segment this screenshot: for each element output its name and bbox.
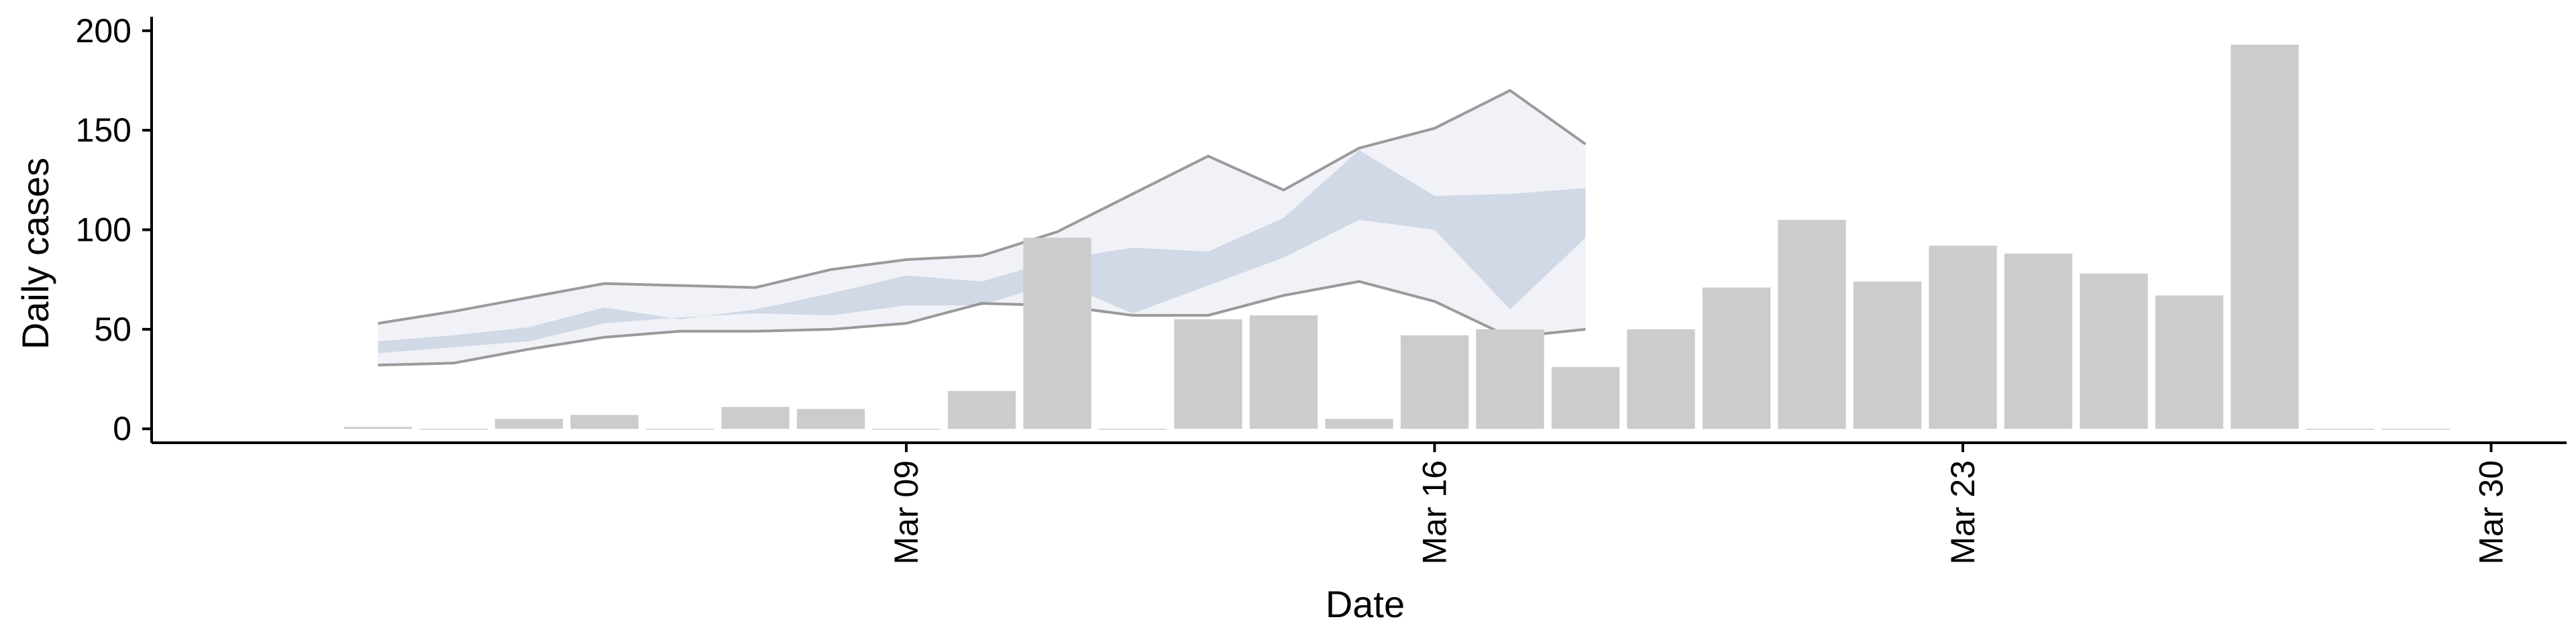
x-tick-label: Mar 23 (1944, 460, 1982, 565)
bar (721, 407, 790, 429)
bar (796, 409, 865, 429)
y-tick-label: 200 (76, 12, 131, 50)
bar (1400, 335, 1469, 429)
bar (1853, 281, 1922, 429)
x-tick-label: Mar 09 (888, 460, 925, 565)
bar (1174, 319, 1242, 429)
y-tick-label: 50 (94, 311, 131, 348)
y-tick-label: 100 (76, 211, 131, 249)
bar (872, 429, 941, 430)
bar (1778, 219, 1846, 429)
bar (1627, 329, 1695, 429)
x-tick-label: Mar 16 (1416, 460, 1454, 565)
bar (2231, 44, 2299, 429)
axes: 0 50 100 150 200 Mar 09 Mar 16 Mar 23 Mar 30 (76, 12, 2567, 565)
inner-uncertainty-band (378, 150, 1586, 354)
x-axis-title: Date (1326, 583, 1405, 625)
bar (1098, 429, 1167, 430)
bar (645, 429, 714, 430)
bar (2080, 273, 2148, 429)
bar-layer (343, 44, 2450, 430)
bar (2381, 429, 2450, 430)
forecast-band-layer (378, 89, 1587, 367)
band-upper-line (378, 89, 1587, 325)
bar (947, 390, 1016, 429)
bar (1023, 237, 1091, 429)
y-tick-label: 150 (76, 111, 131, 149)
bar (494, 419, 564, 429)
bar (1476, 329, 1544, 429)
x-tick-label: Mar 30 (2473, 460, 2510, 565)
bar (1325, 419, 1393, 429)
bar (419, 429, 488, 430)
bar (2306, 429, 2375, 430)
bar (1249, 315, 1318, 429)
y-tick-label: 0 (113, 410, 131, 447)
bar (1551, 367, 1620, 429)
bar (343, 427, 413, 429)
bar (570, 415, 639, 429)
bar (2004, 254, 2073, 429)
band-lower-line (378, 280, 1586, 367)
bar (1702, 287, 1771, 429)
bar (1929, 246, 1997, 429)
outer-uncertainty-band (378, 90, 1586, 366)
bar (2155, 295, 2224, 429)
y-axis-title: Daily cases (14, 158, 56, 350)
